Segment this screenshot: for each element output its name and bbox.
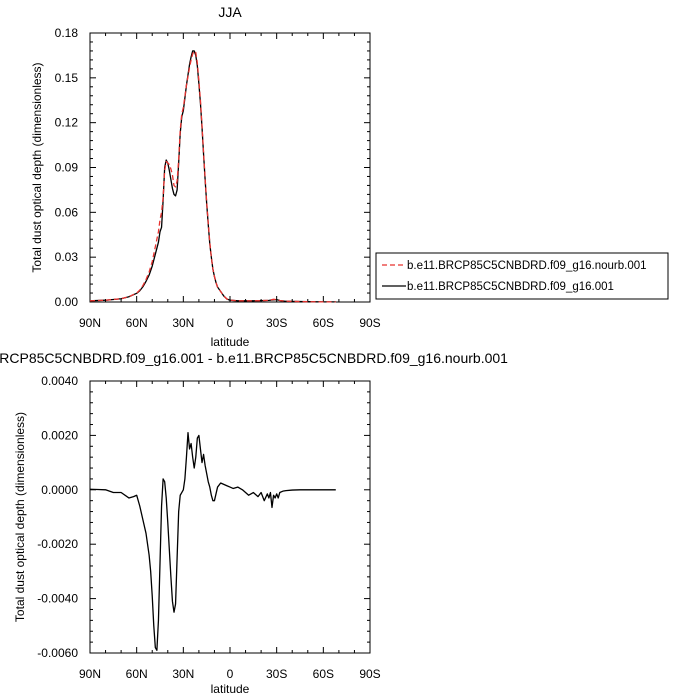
y-tick-label: -0.0040 xyxy=(37,592,78,606)
chart-panel-1: 90N 60N 30N 0 30S 60S 90S 0.00 0.03 0.06 0.09 0.12 0… xyxy=(30,4,381,349)
y-tick-label: 0.0000 xyxy=(41,483,78,497)
y-tick-label: 0.12 xyxy=(55,116,79,130)
x-tick-label: 90N xyxy=(79,316,101,330)
plot-frame xyxy=(89,32,371,303)
chart-panel-2: 90N 60N 30N 0 30S 60S 90S -0.0060 -0.0040 -0.0020… xyxy=(0,350,508,696)
x-tick-label: 60S xyxy=(313,667,334,681)
y-tick-label: 0.15 xyxy=(55,71,79,85)
x-tick-label: 30N xyxy=(172,316,194,330)
series-line-1 xyxy=(89,432,336,651)
legend-box xyxy=(375,252,669,300)
y-tick-label: 0.18 xyxy=(55,26,79,40)
x-tick-label: 30N xyxy=(172,667,194,681)
y-tick-label: 0.00 xyxy=(55,295,79,309)
y-tick-label: 0.06 xyxy=(55,205,79,219)
x-axis-label: latitude xyxy=(211,682,250,696)
x-tick-label: 90S xyxy=(359,667,380,681)
legend-entry: b.e11.BRCP85C5CNBDRD.f09_g16.nourb.001 xyxy=(407,260,647,272)
series-line-1 xyxy=(89,50,336,303)
legend: b.e11.BRCP85C5CNBDRD.f09_g16.nourb.001 b.… xyxy=(375,252,669,300)
y-axis-label: Total dust optical depth (dimensionless) xyxy=(30,62,44,272)
plot-frame xyxy=(89,380,371,654)
x-tick-label: 60N xyxy=(126,667,148,681)
y-tick-label: 0.0020 xyxy=(41,428,78,442)
y-axis-label: Total dust optical depth (dimensionless) xyxy=(13,412,27,622)
y-tick-label: 0.03 xyxy=(55,250,79,264)
x-tick-label: 30S xyxy=(266,316,287,330)
y-tick-label: -0.0060 xyxy=(37,646,78,660)
x-tick-label: 60N xyxy=(126,316,148,330)
y-tick-label: 0.09 xyxy=(55,161,79,175)
x-tick-label: 90S xyxy=(359,316,380,330)
series-line-2 xyxy=(89,50,336,303)
x-axis-label: latitude xyxy=(211,335,250,349)
chart-title: JJA xyxy=(218,4,242,20)
chart-title: b.e11.BRCP85C5CNBDRD.f09_g16.001 - b.e11… xyxy=(0,350,508,366)
x-tick-label: 30S xyxy=(266,667,287,681)
x-tick-label: 60S xyxy=(313,316,334,330)
y-tick-label: 0.0040 xyxy=(41,374,78,388)
x-tick-label: 0 xyxy=(227,667,234,681)
y-tick-label: -0.0020 xyxy=(37,537,78,551)
x-tick-label: 0 xyxy=(227,316,234,330)
legend-entry: b.e11.BRCP85C5CNBDRD.f09_g16.001 xyxy=(407,281,614,293)
x-tick-label: 90N xyxy=(79,667,101,681)
